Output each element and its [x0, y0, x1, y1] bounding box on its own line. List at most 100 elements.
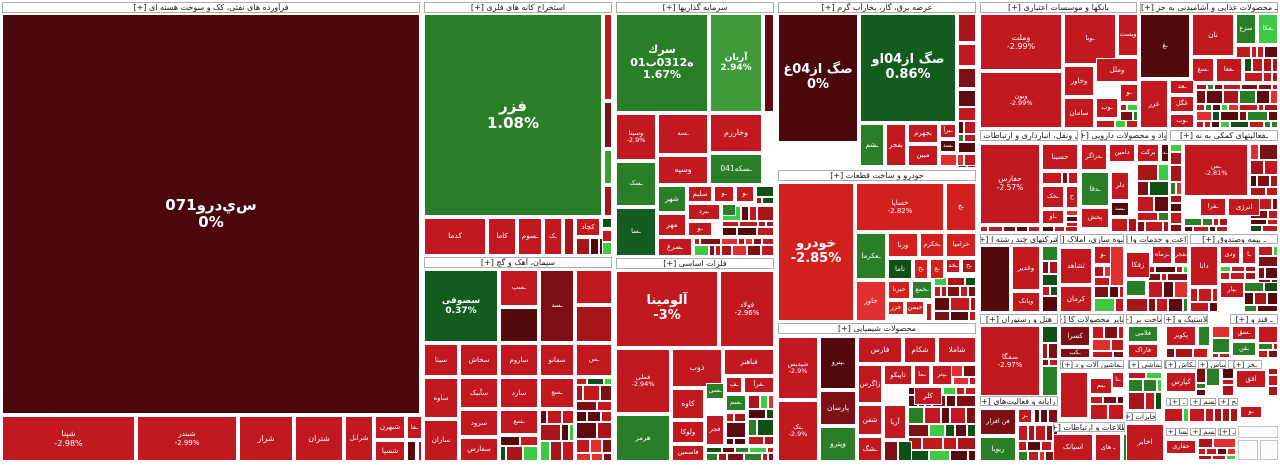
stock-tile-تاپیکو[interactable]: تاپیکو [884, 365, 912, 385]
stock-tile-وخارزم[interactable]: وخارزم [710, 114, 762, 152]
mini-tile[interactable] [958, 142, 976, 153]
mini-tile[interactable] [1104, 326, 1118, 339]
mini-tile[interactable] [1254, 292, 1267, 305]
mini-tile[interactable] [1273, 343, 1278, 350]
mini-tile[interactable] [1273, 246, 1278, 256]
mini-tile[interactable] [1221, 104, 1228, 111]
mini-tile[interactable] [1227, 448, 1236, 455]
mini-tile[interactable] [1244, 292, 1254, 305]
stock-tile-ـسق[interactable]: ـسق [1232, 326, 1256, 340]
mini-tile[interactable] [1272, 84, 1278, 90]
mini-tile[interactable] [597, 422, 612, 439]
mini-tile[interactable] [941, 286, 947, 297]
mini-tile[interactable] [1113, 351, 1124, 358]
mini-tile[interactable] [590, 238, 599, 255]
sector-header-chip-r1c[interactable]: ـح [+] [1218, 398, 1238, 406]
mini-tile[interactable] [576, 411, 587, 422]
mini-tile[interactable] [741, 206, 749, 221]
stock-tile-دلر[interactable]: دلر [1111, 172, 1129, 200]
stock-tile-ـقن[interactable]: ـقن [1232, 342, 1256, 356]
mini-tile[interactable] [1263, 72, 1272, 82]
mini-tile[interactable] [1145, 392, 1155, 410]
sector-header-rubber[interactable]: ـلاستیک و [+] [1164, 314, 1208, 324]
mini-tile[interactable] [945, 424, 955, 437]
mini-tile[interactable] [706, 453, 718, 461]
stock-tile-ـسا[interactable]: ـسا [616, 208, 656, 256]
mini-tile[interactable] [1137, 164, 1158, 181]
mini-tile[interactable] [1183, 266, 1188, 273]
mini-tile[interactable] [929, 424, 945, 437]
mini-tile[interactable] [1120, 104, 1127, 111]
mini-tile[interactable] [1220, 272, 1230, 280]
mini-tile[interactable] [1222, 408, 1230, 422]
mini-tile[interactable] [1244, 305, 1257, 312]
mini-tile[interactable] [734, 413, 746, 422]
mini-tile[interactable] [540, 424, 561, 441]
stock-tile[interactable] [1238, 440, 1258, 460]
stock-tile-ـحک[interactable]: ـحک [1042, 186, 1064, 208]
sector-header-telecom[interactable]: مخابرات [+] [1126, 412, 1156, 421]
mini-tile[interactable] [1190, 288, 1198, 302]
mini-tile[interactable] [739, 221, 758, 227]
mini-tile[interactable] [601, 411, 612, 422]
stock-tile-کچاد[interactable]: کچاد [576, 218, 600, 236]
stock-tile[interactable] [604, 14, 612, 100]
mini-tile[interactable] [1206, 90, 1223, 104]
mini-tile[interactable] [1220, 121, 1230, 128]
mini-tile[interactable] [1042, 343, 1048, 359]
stock-tile[interactable] [1260, 440, 1278, 460]
sector-header-chip-r1b[interactable]: ـسم [+] [1190, 398, 1216, 406]
mini-tile[interactable] [1263, 58, 1272, 72]
mini-tile[interactable] [1042, 261, 1049, 274]
stock-tile-ـخمع[interactable]: ـخمع [912, 281, 932, 299]
mini-tile[interactable] [1155, 392, 1162, 410]
mini-tile[interactable] [1250, 187, 1266, 196]
sector-header-auto[interactable]: خودرو و ساخت قطعات [+] [778, 170, 976, 181]
sector-header-it[interactable]: اطلاعات و ارتباطات [+] [1053, 422, 1125, 432]
stock-tile-ـس[interactable]: ـس -2.81% [1184, 144, 1248, 196]
mini-tile[interactable] [744, 453, 762, 461]
stock-tile-وسپه[interactable]: وسپه [658, 156, 708, 184]
mini-tile[interactable] [758, 221, 766, 227]
mini-tile[interactable] [1158, 212, 1169, 221]
mini-tile[interactable] [1272, 198, 1278, 210]
stock-tile-مبین[interactable]: مبین [908, 145, 938, 166]
mini-tile[interactable] [576, 422, 597, 439]
mini-tile[interactable] [964, 154, 976, 166]
mini-tile[interactable] [721, 245, 732, 256]
mini-tile[interactable] [1222, 385, 1234, 396]
stock-tile-آریا[interactable]: آریا [884, 405, 906, 439]
mini-tile[interactable] [700, 238, 721, 245]
mini-tile[interactable] [1196, 389, 1206, 396]
mini-tile[interactable] [1262, 225, 1278, 232]
mini-tile[interactable] [1196, 121, 1204, 128]
sector-header-cement[interactable]: سیمان، آهک و گچ [+] [424, 257, 612, 268]
mini-tile[interactable] [1214, 84, 1223, 90]
mini-tile[interactable] [1249, 121, 1264, 128]
mini-tile[interactable] [1066, 216, 1078, 222]
mini-tile[interactable] [1115, 120, 1126, 128]
mini-tile[interactable] [957, 154, 964, 166]
stock-tile-شپنا[interactable]: شپنا -2.98% [2, 416, 135, 461]
mini-tile[interactable] [1094, 277, 1110, 286]
stock-tile-ـدراگر[interactable]: ـدراگر [1081, 144, 1107, 170]
mini-tile[interactable] [1128, 372, 1146, 379]
stock-tile[interactable] [1126, 280, 1146, 296]
mini-tile[interactable] [1259, 144, 1278, 160]
stock-tile-س‌ي‌درو071[interactable]: س‌ي‌درو071 0% [2, 14, 420, 414]
stock-tile[interactable] [1206, 368, 1220, 386]
mini-tile[interactable] [955, 424, 967, 437]
mini-tile[interactable] [735, 447, 749, 453]
mini-tile[interactable] [1198, 448, 1206, 455]
mini-tile[interactable] [1239, 111, 1247, 121]
mini-tile[interactable] [727, 453, 744, 461]
stock-tile-بجهرم[interactable]: بجهرم [908, 124, 938, 143]
mini-tile[interactable] [1271, 121, 1278, 128]
stock-tile-کاوه[interactable]: کاوه [672, 389, 704, 419]
stock-tile-ـدفا[interactable]: ـدفا [1081, 172, 1109, 206]
mini-tile[interactable] [908, 424, 929, 437]
sector-header-chip-kash[interactable]: ـکاش [+] [1164, 360, 1196, 369]
mini-tile[interactable] [500, 446, 506, 461]
mini-tile[interactable] [1111, 339, 1124, 351]
stock-tile-حفاری[interactable]: حفاری [1166, 440, 1196, 454]
